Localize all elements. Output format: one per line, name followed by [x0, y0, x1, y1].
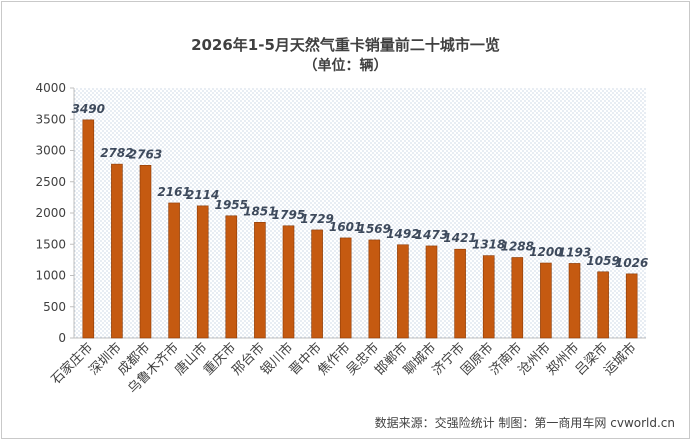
bar-18 [568, 263, 581, 339]
data-label: 1288 [501, 240, 534, 254]
bar-2 [111, 163, 123, 339]
data-label: 2114 [186, 188, 219, 202]
y-tick-label: 4000 [35, 81, 66, 95]
bar-13 [425, 245, 438, 339]
data-label: 1795 [272, 208, 305, 222]
bar-19 [597, 271, 609, 339]
bar-8 [282, 225, 295, 339]
y-tick-label: 2000 [35, 206, 66, 220]
data-label: 3490 [72, 102, 105, 116]
data-label: 1955 [215, 198, 248, 212]
data-label: 1492 [386, 227, 419, 241]
x-tick-label: 石家庄市 [48, 340, 96, 388]
data-label: 1318 [472, 238, 505, 252]
x-tick-label: 运城市 [601, 340, 640, 379]
bar-1 [82, 119, 95, 339]
y-tick-label: 3500 [35, 112, 66, 126]
data-label: 1473 [415, 228, 448, 242]
plot-area [74, 88, 646, 338]
bar-20 [625, 273, 638, 339]
bar-16 [511, 257, 524, 339]
bar-4 [168, 202, 180, 339]
data-label: 1059 [586, 254, 619, 268]
y-tick-label: 2500 [35, 175, 66, 189]
data-label: 1193 [558, 245, 591, 259]
source-note: 数据来源：交强险统计 制图：第一商用车网 cvworld.cn [374, 416, 675, 430]
chart-subtitle: （单位：辆） [303, 58, 388, 74]
chart-title: 2026年1-5月天然气重卡销量前二十城市一览 [191, 36, 500, 54]
data-label: 2161 [157, 185, 190, 199]
y-tick-label: 0 [58, 331, 66, 345]
y-tick-label: 3000 [35, 144, 66, 158]
data-label: 1601 [329, 220, 362, 234]
bar-7 [254, 222, 266, 339]
y-tick-label: 500 [43, 300, 66, 314]
data-label: 1200 [529, 245, 562, 259]
data-label: 1851 [243, 204, 276, 218]
bar-14 [454, 248, 466, 339]
y-tick-label: 1500 [35, 237, 66, 251]
data-label: 2763 [129, 147, 162, 161]
bar-17 [540, 262, 552, 339]
bar-6 [225, 215, 238, 339]
data-label: 1421 [443, 231, 476, 245]
bar-9 [311, 229, 323, 339]
data-label: 2782 [100, 146, 133, 160]
bar-5 [196, 205, 209, 339]
data-label: 1729 [300, 212, 333, 226]
bar-12 [397, 244, 409, 339]
bar-11 [368, 239, 381, 339]
bar-3 [139, 165, 152, 339]
y-tick-label: 1000 [35, 269, 66, 283]
data-label: 1569 [358, 222, 391, 236]
bar-10 [339, 237, 352, 339]
data-label: 1026 [615, 256, 648, 270]
bar-15 [482, 255, 495, 339]
